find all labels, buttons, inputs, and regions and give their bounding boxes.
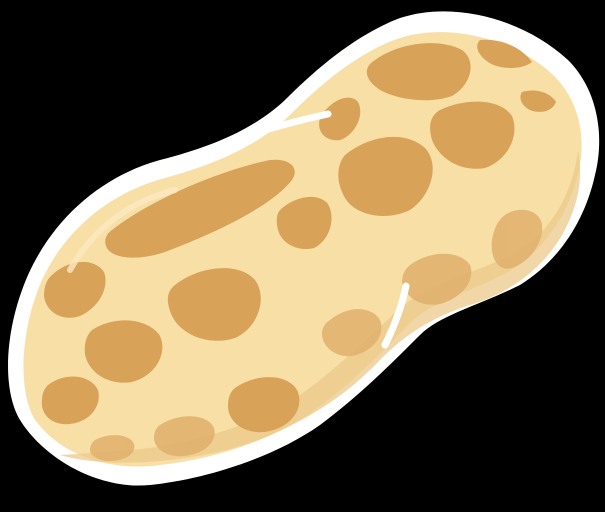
pit — [41, 376, 99, 425]
crease-line-lower — [381, 282, 410, 349]
pit — [366, 43, 471, 101]
pit — [338, 136, 433, 217]
shell-highlight — [67, 187, 178, 273]
shell-pits — [41, 39, 556, 433]
pit — [402, 253, 472, 305]
shell-shadow — [60, 150, 581, 463]
pit — [90, 435, 135, 462]
pit — [520, 90, 556, 112]
crease-line-upper — [236, 110, 332, 142]
pit — [228, 377, 300, 433]
pit — [105, 159, 295, 258]
pit — [154, 416, 215, 457]
pit — [84, 320, 163, 383]
pit — [491, 209, 543, 269]
pit — [477, 39, 532, 68]
pit — [276, 196, 332, 250]
pit — [319, 97, 361, 141]
pit — [430, 101, 515, 169]
shell-pits-shaded — [90, 209, 543, 462]
pit — [167, 268, 261, 341]
pit — [44, 261, 106, 318]
pit — [322, 309, 382, 357]
